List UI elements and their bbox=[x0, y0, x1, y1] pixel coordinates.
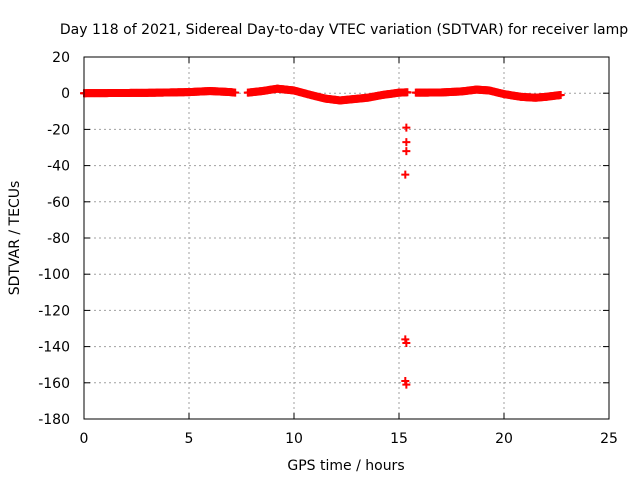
y-tick-label: -80 bbox=[47, 231, 70, 247]
outlier-point bbox=[402, 147, 411, 156]
data-point bbox=[403, 88, 412, 97]
data-point bbox=[556, 91, 565, 100]
x-tick-label: 20 bbox=[495, 431, 513, 447]
outlier-point bbox=[402, 338, 411, 347]
y-tick-label: -180 bbox=[38, 412, 70, 428]
outlier-point bbox=[402, 123, 411, 132]
plot-frame bbox=[83, 56, 610, 420]
x-tick-label: 10 bbox=[285, 431, 303, 447]
outlier-point bbox=[401, 170, 410, 179]
y-tick-label: 0 bbox=[61, 86, 70, 102]
outlier-point bbox=[402, 380, 411, 389]
x-axis-label: GPS time / hours bbox=[287, 458, 404, 474]
y-axis-label: SDTVAR / TECUs bbox=[7, 181, 23, 296]
y-tick-label: -160 bbox=[38, 376, 70, 392]
axis-ticks: 0 5 10 15 20 25 20 0 -20 -40 -60 -80 -100 -120 -140 -16… bbox=[38, 50, 618, 447]
outlier-point bbox=[402, 138, 411, 147]
data-point bbox=[231, 88, 240, 97]
y-tick-label: -40 bbox=[47, 159, 70, 175]
y-tick-label: -20 bbox=[47, 122, 70, 138]
x-tick-label: 25 bbox=[600, 431, 618, 447]
y-tick-label: 20 bbox=[52, 50, 70, 66]
chart-title: Day 118 of 2021, Sidereal Day-to-day VTE… bbox=[60, 22, 628, 38]
y-tick-label: -140 bbox=[38, 340, 70, 356]
y-tick-label: -120 bbox=[38, 303, 70, 319]
grid bbox=[84, 57, 609, 419]
y-tick-label: -60 bbox=[47, 195, 70, 211]
data-points bbox=[80, 84, 565, 389]
y-tick-label: -100 bbox=[38, 267, 70, 283]
x-tick-label: 15 bbox=[390, 431, 408, 447]
x-tick-label: 5 bbox=[185, 431, 194, 447]
x-tick-label: 0 bbox=[80, 431, 89, 447]
